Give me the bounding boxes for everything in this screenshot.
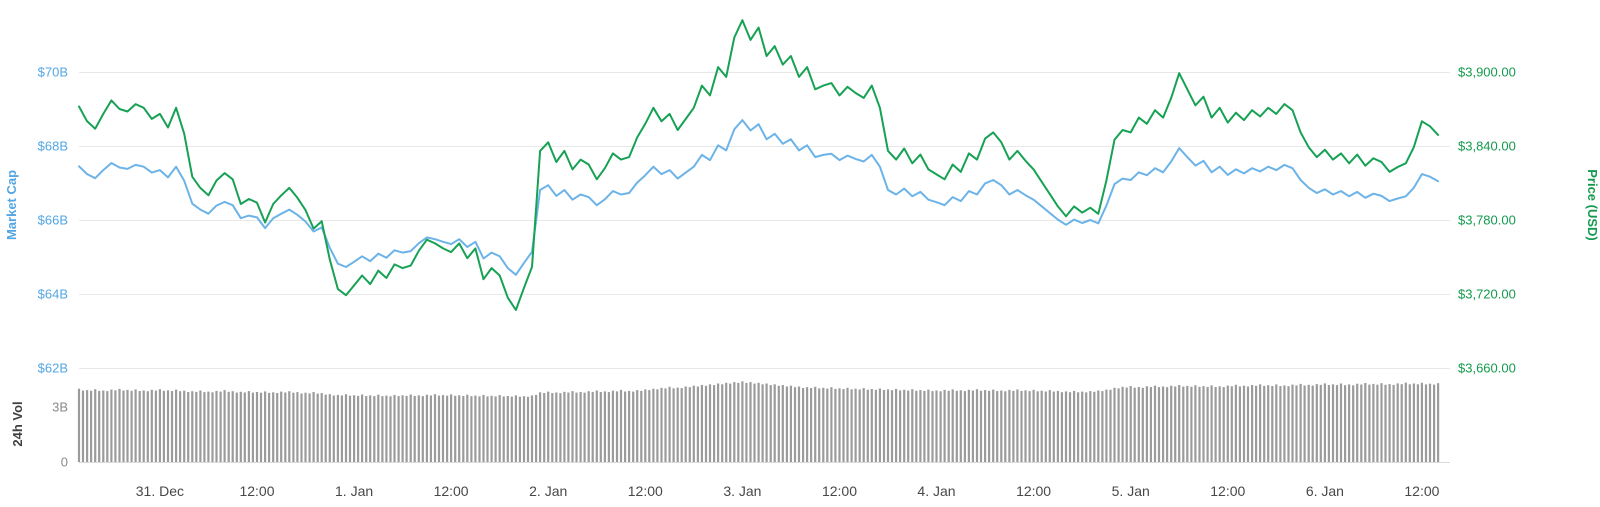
- svg-text:$62B: $62B: [38, 361, 68, 376]
- svg-text:$3,900.00: $3,900.00: [1458, 65, 1516, 80]
- svg-text:0: 0: [61, 455, 68, 470]
- svg-text:$70B: $70B: [38, 65, 68, 80]
- svg-text:31. Dec: 31. Dec: [136, 483, 184, 499]
- svg-text:12:00: 12:00: [822, 483, 857, 499]
- svg-text:5. Jan: 5. Jan: [1112, 483, 1150, 499]
- axis-tick-labels: $70B $68B $66B $64B $62B $3,900.00 $3,840.00 $3…: [38, 65, 1516, 500]
- svg-text:12:00: 12:00: [239, 483, 274, 499]
- svg-text:4. Jan: 4. Jan: [917, 483, 955, 499]
- svg-text:6. Jan: 6. Jan: [1306, 483, 1344, 499]
- svg-text:$68B: $68B: [38, 139, 68, 154]
- svg-text:12:00: 12:00: [1404, 483, 1439, 499]
- svg-text:3. Jan: 3. Jan: [723, 483, 761, 499]
- gridlines: [79, 72, 1450, 463]
- svg-text:$3,720.00: $3,720.00: [1458, 287, 1516, 302]
- svg-text:12:00: 12:00: [1016, 483, 1051, 499]
- svg-text:$64B: $64B: [38, 287, 68, 302]
- price-usd-axis-title: Price (USD): [1585, 169, 1600, 241]
- svg-text:12:00: 12:00: [434, 483, 469, 499]
- volume-axis-title: 24h Vol: [10, 401, 25, 446]
- svg-text:$3,660.00: $3,660.00: [1458, 361, 1516, 376]
- volume-bars: [77, 381, 1440, 463]
- series-lines: [78, 19, 1440, 311]
- market-cap-axis-title: Market Cap: [4, 170, 19, 240]
- svg-text:12:00: 12:00: [628, 483, 663, 499]
- svg-text:12:00: 12:00: [1210, 483, 1245, 499]
- svg-text:$66B: $66B: [38, 213, 68, 228]
- svg-text:$3,780.00: $3,780.00: [1458, 213, 1516, 228]
- svg-text:1. Jan: 1. Jan: [335, 483, 373, 499]
- svg-text:$3,840.00: $3,840.00: [1458, 139, 1516, 154]
- svg-text:3B: 3B: [52, 400, 68, 415]
- svg-text:2. Jan: 2. Jan: [529, 483, 567, 499]
